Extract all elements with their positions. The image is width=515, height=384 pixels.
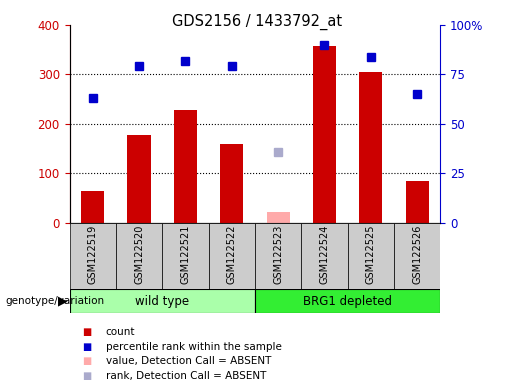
- Bar: [81, 190, 104, 223]
- Text: GSM122523: GSM122523: [273, 225, 283, 284]
- Bar: [267, 212, 289, 223]
- Bar: [220, 144, 243, 223]
- Bar: [255, 223, 301, 290]
- Text: value, Detection Call = ABSENT: value, Detection Call = ABSENT: [106, 356, 271, 366]
- Bar: [313, 46, 336, 223]
- Bar: [255, 289, 440, 313]
- Text: GSM122522: GSM122522: [227, 225, 237, 284]
- Bar: [174, 110, 197, 223]
- Text: GSM122521: GSM122521: [180, 225, 191, 284]
- Text: GDS2156 / 1433792_at: GDS2156 / 1433792_at: [173, 13, 342, 30]
- Bar: [359, 72, 382, 223]
- Text: ■: ■: [82, 371, 92, 381]
- Bar: [70, 223, 116, 290]
- Text: ■: ■: [82, 342, 92, 352]
- Bar: [116, 223, 162, 290]
- Text: BRG1 depleted: BRG1 depleted: [303, 295, 392, 308]
- Bar: [128, 135, 150, 223]
- Bar: [301, 223, 348, 290]
- Bar: [209, 223, 255, 290]
- Bar: [394, 223, 440, 290]
- Text: count: count: [106, 327, 135, 337]
- Text: genotype/variation: genotype/variation: [5, 296, 104, 306]
- Text: GSM122524: GSM122524: [319, 225, 330, 284]
- Bar: [405, 181, 428, 223]
- Text: GSM122526: GSM122526: [412, 225, 422, 284]
- Bar: [162, 223, 209, 290]
- Text: ■: ■: [82, 327, 92, 337]
- Text: rank, Detection Call = ABSENT: rank, Detection Call = ABSENT: [106, 371, 266, 381]
- Text: ▶: ▶: [58, 295, 68, 308]
- Text: wild type: wild type: [135, 295, 190, 308]
- Text: ■: ■: [82, 356, 92, 366]
- Text: GSM122519: GSM122519: [88, 225, 98, 284]
- Text: percentile rank within the sample: percentile rank within the sample: [106, 342, 282, 352]
- Bar: [70, 289, 255, 313]
- Bar: [348, 223, 394, 290]
- Text: GSM122520: GSM122520: [134, 225, 144, 284]
- Text: GSM122525: GSM122525: [366, 225, 376, 284]
